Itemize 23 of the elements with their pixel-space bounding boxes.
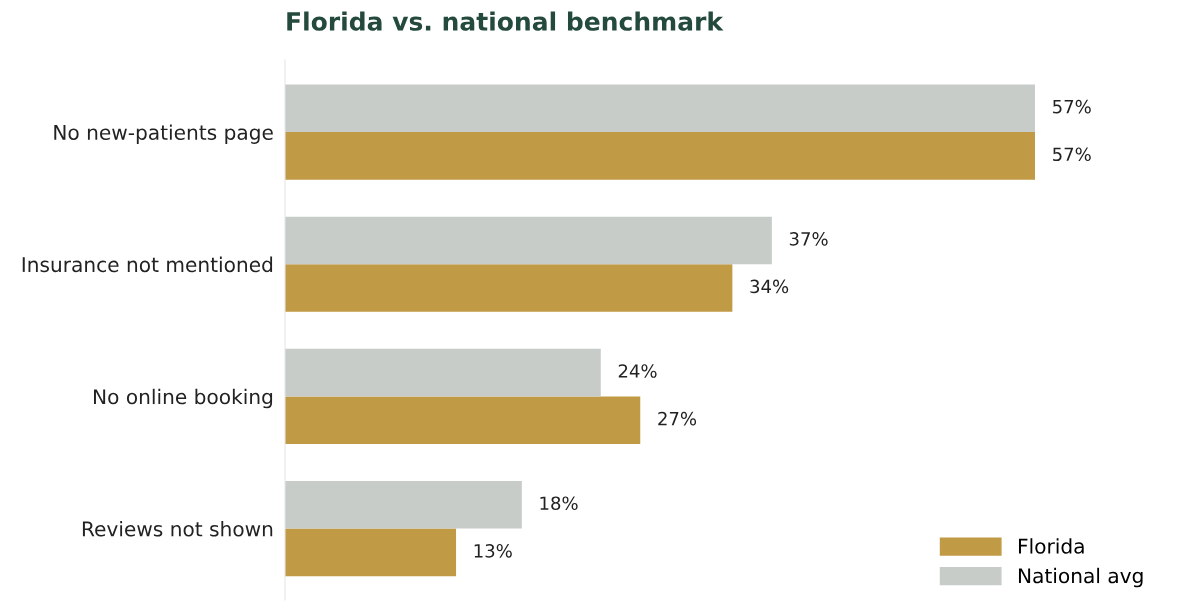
data-label: 27% <box>658 411 697 426</box>
data-label: 13% <box>474 543 512 558</box>
bar <box>285 216 772 265</box>
data-label: 18% <box>540 496 578 511</box>
y-tick-label: Insurance not mentioned <box>22 256 273 273</box>
legend-label: Florida <box>1018 538 1084 554</box>
data-label: 57% <box>1053 147 1091 162</box>
legend-label: National avg <box>1018 567 1143 588</box>
bar <box>285 348 601 397</box>
y-tick-label: Reviews not shown <box>82 520 273 537</box>
y-tick-label: No new-patients page <box>54 124 273 144</box>
y-tick-label: No online booking <box>94 388 273 409</box>
bar <box>285 481 522 529</box>
data-label: 37% <box>789 232 828 246</box>
data-label: 34% <box>750 279 789 294</box>
bar <box>285 132 1035 180</box>
bar <box>285 264 733 312</box>
data-label: 24% <box>618 364 657 378</box>
chart-title: Florida vs. national benchmark <box>287 11 724 31</box>
data-label: 57% <box>1053 99 1091 114</box>
bar <box>285 528 457 577</box>
bar <box>285 84 1035 133</box>
bar <box>285 396 641 445</box>
